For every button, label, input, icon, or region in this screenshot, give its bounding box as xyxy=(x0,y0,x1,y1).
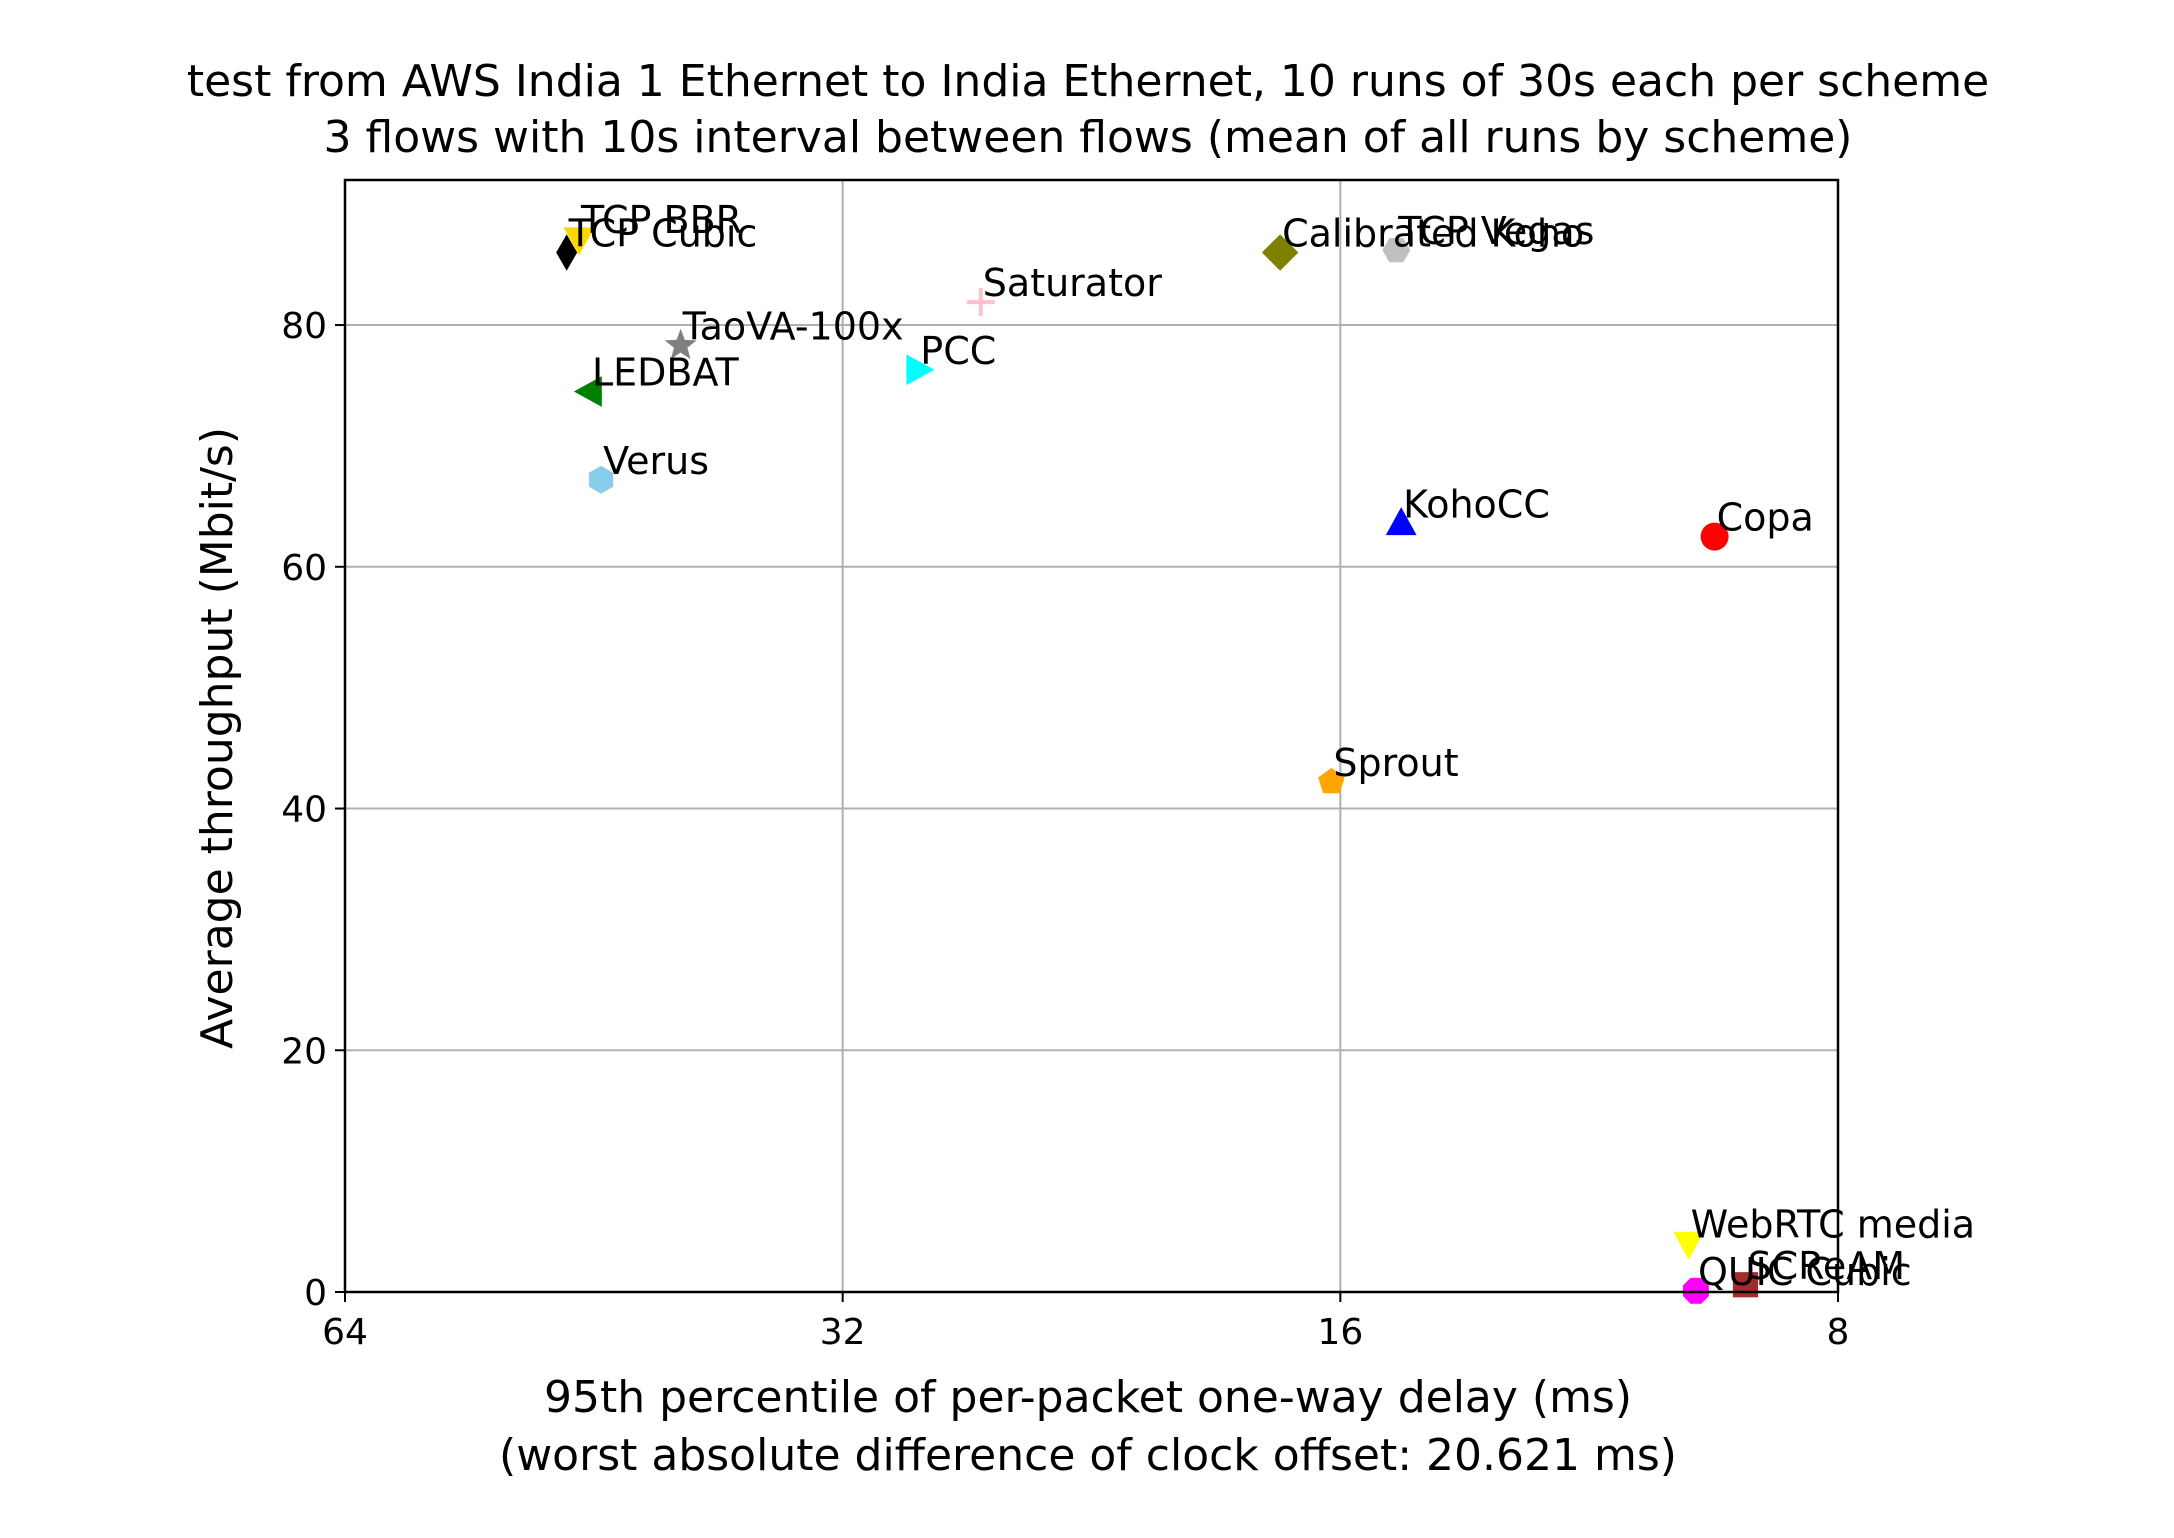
point-label-scream: SCReAM xyxy=(1748,1244,1906,1288)
point-webrtc-media xyxy=(1673,1231,1705,1260)
point-label-saturator: Saturator xyxy=(983,261,1162,305)
y-tick-label: 80 xyxy=(281,306,327,347)
point-label-pcc: PCC xyxy=(920,329,996,373)
point-kohocc xyxy=(1385,507,1417,536)
x-tick-label: 16 xyxy=(1317,1312,1363,1353)
point-label-kohocc: KohoCC xyxy=(1403,482,1550,526)
point-verus xyxy=(588,465,614,494)
point-tcp-vegas xyxy=(1382,237,1411,263)
x-tick-label: 64 xyxy=(322,1312,368,1353)
point-tcp-cubic xyxy=(556,234,578,271)
point-saturator xyxy=(966,288,995,317)
chart-title-line1: test from AWS India 1 Ethernet to India … xyxy=(187,56,1989,107)
data-points xyxy=(556,227,1759,1304)
point-label-webrtc-media: WebRTC media xyxy=(1691,1203,1975,1247)
y-tick-label: 0 xyxy=(304,1273,327,1314)
point-label-copa: Copa xyxy=(1717,496,1814,540)
point-sprout xyxy=(1318,767,1345,794)
x-axis-label-line2: (worst absolute difference of clock offs… xyxy=(499,1430,1677,1481)
point-label-sprout: Sprout xyxy=(1333,741,1458,785)
point-label-verus: Verus xyxy=(603,439,709,483)
point-label-tcp-vegas: TCP Vegas xyxy=(1397,209,1594,253)
y-tick-label: 20 xyxy=(281,1031,327,1072)
point-calibrated-koho xyxy=(1261,234,1299,271)
point-tcp-bbr xyxy=(563,227,595,256)
y-tick-label: 60 xyxy=(281,548,327,589)
point-copa xyxy=(1700,522,1729,551)
x-tick-label: 8 xyxy=(1827,1312,1850,1353)
plot-area-frame xyxy=(343,178,1840,1294)
x-tick-label: 32 xyxy=(820,1312,866,1353)
point-label-ledbat: LEDBAT xyxy=(592,351,740,395)
y-tick-label: 40 xyxy=(281,790,327,831)
point-label-tcp-cubic: TCP Cubic xyxy=(568,212,758,256)
chart-title-line2: 3 flows with 10s interval between flows … xyxy=(324,112,1853,163)
x-axis-label-line1: 95th percentile of per-packet one-way de… xyxy=(544,1372,1632,1423)
point-ledbat xyxy=(573,376,602,407)
y-axis-label: Average throughput (Mbit/s) xyxy=(192,427,243,1049)
point-label-quic-cubic: QUIC Cubic xyxy=(1698,1250,1912,1294)
point-label-tcp-bbr: TCP BBR xyxy=(580,198,742,242)
point-pcc xyxy=(906,354,935,386)
point-taova-100x xyxy=(664,328,697,360)
point-label-calibrated-koho: Calibrated Koho xyxy=(1282,212,1584,256)
point-label-taova-100x: TaoVA-100x xyxy=(682,305,904,349)
